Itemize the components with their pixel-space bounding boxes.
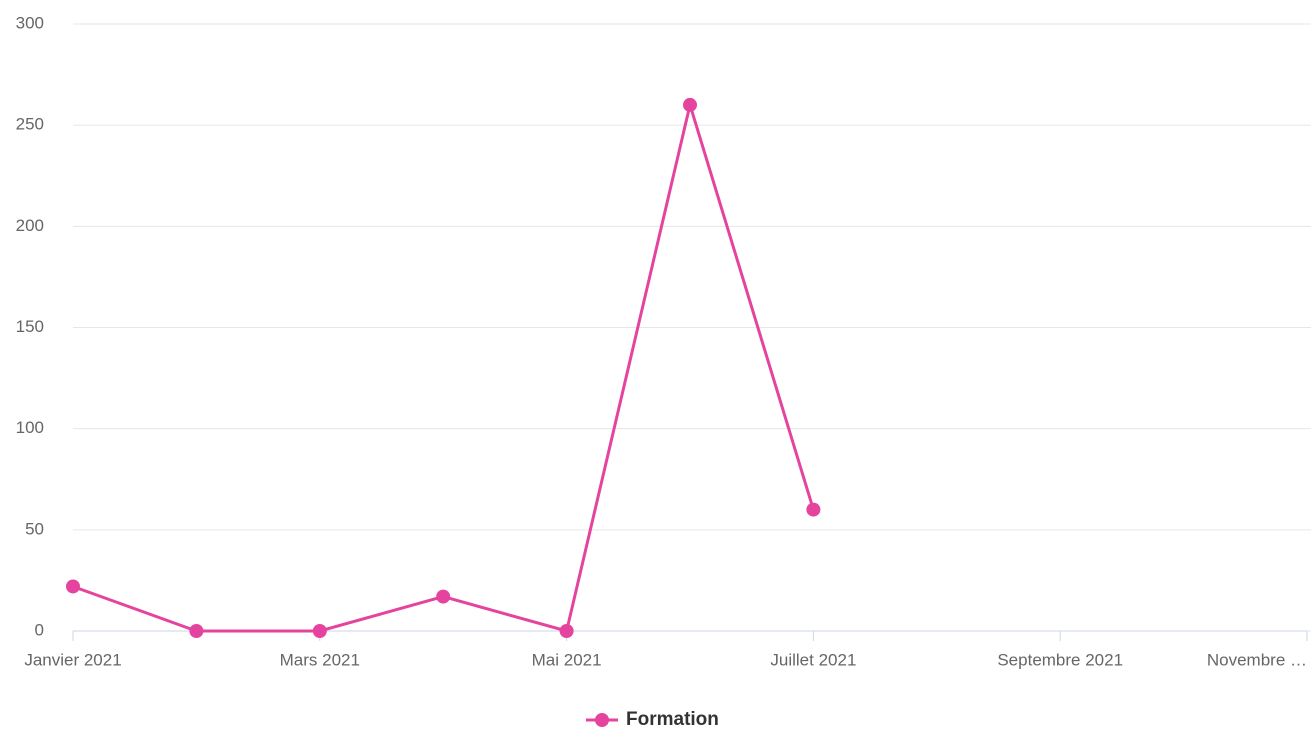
point (66, 579, 80, 594)
y-tick-label: 300 (16, 13, 44, 32)
x-tick-label: Novembre … (1207, 650, 1307, 669)
legend-marker (595, 713, 609, 727)
y-tick-label: 50 (25, 519, 44, 538)
x-tick-label: Mars 2021 (280, 650, 360, 669)
x-tick-label: Juillet 2021 (770, 650, 856, 669)
point (189, 624, 204, 638)
y-tick-label: 200 (16, 216, 44, 235)
y-tick-label: 250 (16, 115, 44, 134)
point (312, 624, 327, 638)
x-tick-label: Mai 2021 (532, 650, 602, 669)
legend-text: Formation (626, 709, 719, 730)
y-tick-label: 100 (16, 418, 44, 437)
y-tick-label: 0 (35, 620, 44, 639)
point (683, 97, 697, 112)
point (559, 624, 574, 638)
point (436, 589, 451, 604)
point (806, 502, 821, 517)
x-tick-label: Janvier 2021 (24, 650, 121, 669)
series-line (72, 99, 815, 633)
y-tick-label: 150 (16, 317, 44, 336)
x-tick-label: Septembre 2021 (997, 650, 1123, 669)
